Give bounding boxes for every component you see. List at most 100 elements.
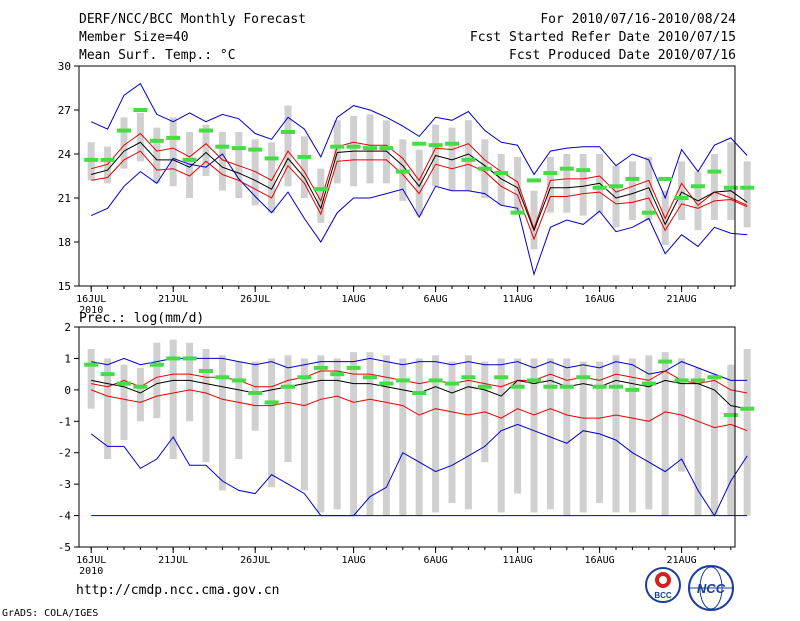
y-tick-label: 21 xyxy=(58,192,71,205)
observed-mark xyxy=(346,365,361,370)
spread-box xyxy=(399,358,407,516)
spread-box xyxy=(514,156,522,213)
x-tick-label: 21AUG xyxy=(667,555,697,566)
spread-box xyxy=(743,349,751,516)
observed-mark xyxy=(149,138,164,143)
observed-mark xyxy=(527,378,541,383)
spread-box xyxy=(350,352,358,516)
spread-box xyxy=(382,120,390,184)
observed-mark xyxy=(461,375,476,380)
x-tick-label: 11AUG xyxy=(503,555,533,566)
y-tick-label: 30 xyxy=(58,60,71,73)
forecast-start-date: Fcst Started Refer Date 2010/07/15 xyxy=(469,30,736,45)
spread-box xyxy=(628,358,636,513)
observed-mark xyxy=(609,184,623,189)
observed-mark xyxy=(281,384,295,389)
variable-label: Mean Surf. Temp.: °C xyxy=(79,48,236,63)
spread-box xyxy=(218,355,226,491)
spread-box xyxy=(104,358,112,459)
observed-mark xyxy=(543,171,558,176)
x-tick-label: 21AUG xyxy=(667,294,697,305)
observed-mark xyxy=(412,141,427,146)
y-tick-label: -1 xyxy=(58,415,71,428)
y-tick-label: 2 xyxy=(64,321,71,334)
observed-mark xyxy=(592,384,607,389)
x-tick-label: 6AUG xyxy=(424,555,448,566)
spread-box xyxy=(333,120,341,184)
spread-box xyxy=(202,349,210,463)
spread-box xyxy=(366,352,374,516)
x-tick-label: 16JUL xyxy=(76,555,106,566)
observed-mark xyxy=(330,144,345,149)
spread-box xyxy=(284,105,292,187)
observed-mark xyxy=(281,130,295,134)
observed-mark xyxy=(379,146,394,151)
observed-mark xyxy=(117,381,131,386)
spread-box xyxy=(448,361,456,503)
observed-mark xyxy=(379,381,394,386)
x-tick-label: 16JUL xyxy=(76,294,106,305)
observed-mark xyxy=(559,166,574,171)
observed-mark xyxy=(199,128,213,133)
observed-mark xyxy=(707,169,722,174)
series-upper xyxy=(91,132,748,231)
spread-box xyxy=(448,127,456,191)
spread-box xyxy=(579,361,587,513)
spread-box xyxy=(678,161,686,220)
spread-box xyxy=(169,339,177,459)
spread-box xyxy=(530,358,538,513)
spread-box xyxy=(612,165,620,228)
y-tick-label: -3 xyxy=(58,478,71,491)
observed-mark xyxy=(117,128,131,133)
spread-box xyxy=(202,124,210,176)
observed-mark xyxy=(166,356,181,361)
observed-mark xyxy=(248,391,263,395)
observed-mark xyxy=(330,372,345,377)
spread-box xyxy=(235,361,243,459)
observed-mark xyxy=(658,359,673,364)
series-mean xyxy=(91,141,748,232)
spread-box xyxy=(120,364,128,441)
spread-box xyxy=(514,358,522,494)
observed-mark xyxy=(231,378,246,383)
observed-mark xyxy=(477,166,492,171)
observed-mark xyxy=(740,406,755,411)
spread-box xyxy=(317,355,325,513)
observed-mark xyxy=(248,147,263,152)
spread-box xyxy=(104,146,112,184)
observed-mark xyxy=(182,356,197,361)
observed-mark xyxy=(428,378,443,383)
member-size: Member Size=40 xyxy=(79,30,189,45)
spread-box xyxy=(546,156,554,213)
spread-box xyxy=(530,190,538,250)
observed-mark xyxy=(215,144,230,149)
spread-box xyxy=(268,142,276,213)
observed-mark xyxy=(412,391,427,395)
x-tick-label: 21JUL xyxy=(158,294,188,305)
observed-mark xyxy=(609,384,623,389)
spread-box xyxy=(268,358,276,488)
x-tick-label: 1AUG xyxy=(342,555,366,566)
observed-mark xyxy=(100,372,115,377)
plot-frame xyxy=(78,326,736,548)
observed-mark xyxy=(133,384,148,389)
observed-mark xyxy=(723,185,738,190)
spread-box xyxy=(596,361,604,503)
observed-mark xyxy=(182,157,197,162)
bcc-logo-inner xyxy=(659,576,667,584)
x-tick-label: 16AUG xyxy=(585,555,615,566)
x-tick-label: 26JUL xyxy=(240,294,270,305)
spread-box xyxy=(464,120,472,191)
observed-mark xyxy=(445,141,459,146)
observed-mark xyxy=(199,369,213,373)
spread-box xyxy=(186,132,194,198)
y-tick-label: 24 xyxy=(58,148,72,161)
spread-box xyxy=(218,132,226,191)
observed-mark xyxy=(100,157,115,162)
series-min xyxy=(90,82,748,200)
source-url[interactable]: http://cmdp.ncc.cma.gov.cn xyxy=(76,583,280,598)
y-tick-label: 0 xyxy=(64,384,71,397)
spread-box xyxy=(612,355,620,513)
spread-box xyxy=(136,367,144,422)
